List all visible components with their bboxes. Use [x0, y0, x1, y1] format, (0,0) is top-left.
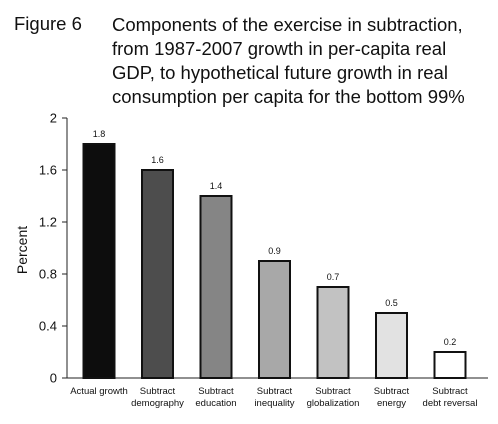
category-label: Subtract — [315, 386, 351, 397]
data-label: 0.7 — [327, 272, 340, 282]
category-label: Subtract — [198, 386, 234, 397]
category-label: energy — [377, 398, 406, 409]
data-label: 1.8 — [93, 129, 106, 139]
data-label: 0.9 — [268, 246, 281, 256]
figure-title-line: Components of the exercise in subtractio… — [112, 14, 463, 35]
category-label: globalization — [307, 398, 360, 409]
y-tick-label: 0.4 — [39, 319, 57, 334]
data-label: 1.4 — [210, 181, 223, 191]
figure-title-line: from 1987-2007 growth in per-capita real — [112, 38, 447, 59]
category-label: education — [195, 398, 236, 409]
category-label: Subtract — [140, 386, 176, 397]
y-tick-label: 0 — [50, 371, 57, 386]
data-label: 0.2 — [444, 337, 457, 347]
figure-title: Components of the exercise in subtractio… — [112, 13, 465, 109]
bar — [258, 260, 291, 379]
category-label: debt reversal — [423, 398, 478, 409]
y-tick-label: 1.2 — [39, 215, 57, 230]
bar — [141, 169, 174, 379]
y-tick-label: 1.6 — [39, 163, 57, 178]
category-label: Subtract — [374, 386, 410, 397]
y-axis-title: Percent — [14, 226, 30, 274]
data-label: 1.6 — [151, 155, 164, 165]
category-label: demography — [131, 398, 184, 409]
bar — [316, 286, 350, 379]
bar — [82, 143, 116, 379]
y-tick-label: 2 — [50, 111, 57, 126]
category-label: Subtract — [432, 386, 468, 397]
bar — [199, 195, 233, 379]
category-label: Actual growth — [70, 386, 128, 397]
figure-title-line: GDP, to hypothetical future growth in re… — [112, 62, 448, 83]
category-label: Subtract — [257, 386, 293, 397]
figure-title-line: consumption per capita for the bottom 99… — [112, 86, 465, 107]
figure-label: Figure 6 — [14, 13, 82, 34]
data-label: 0.5 — [385, 298, 398, 308]
category-label: inequality — [254, 398, 294, 409]
bar — [433, 351, 467, 379]
y-tick-label: 0.8 — [39, 267, 57, 282]
bar — [375, 312, 408, 379]
